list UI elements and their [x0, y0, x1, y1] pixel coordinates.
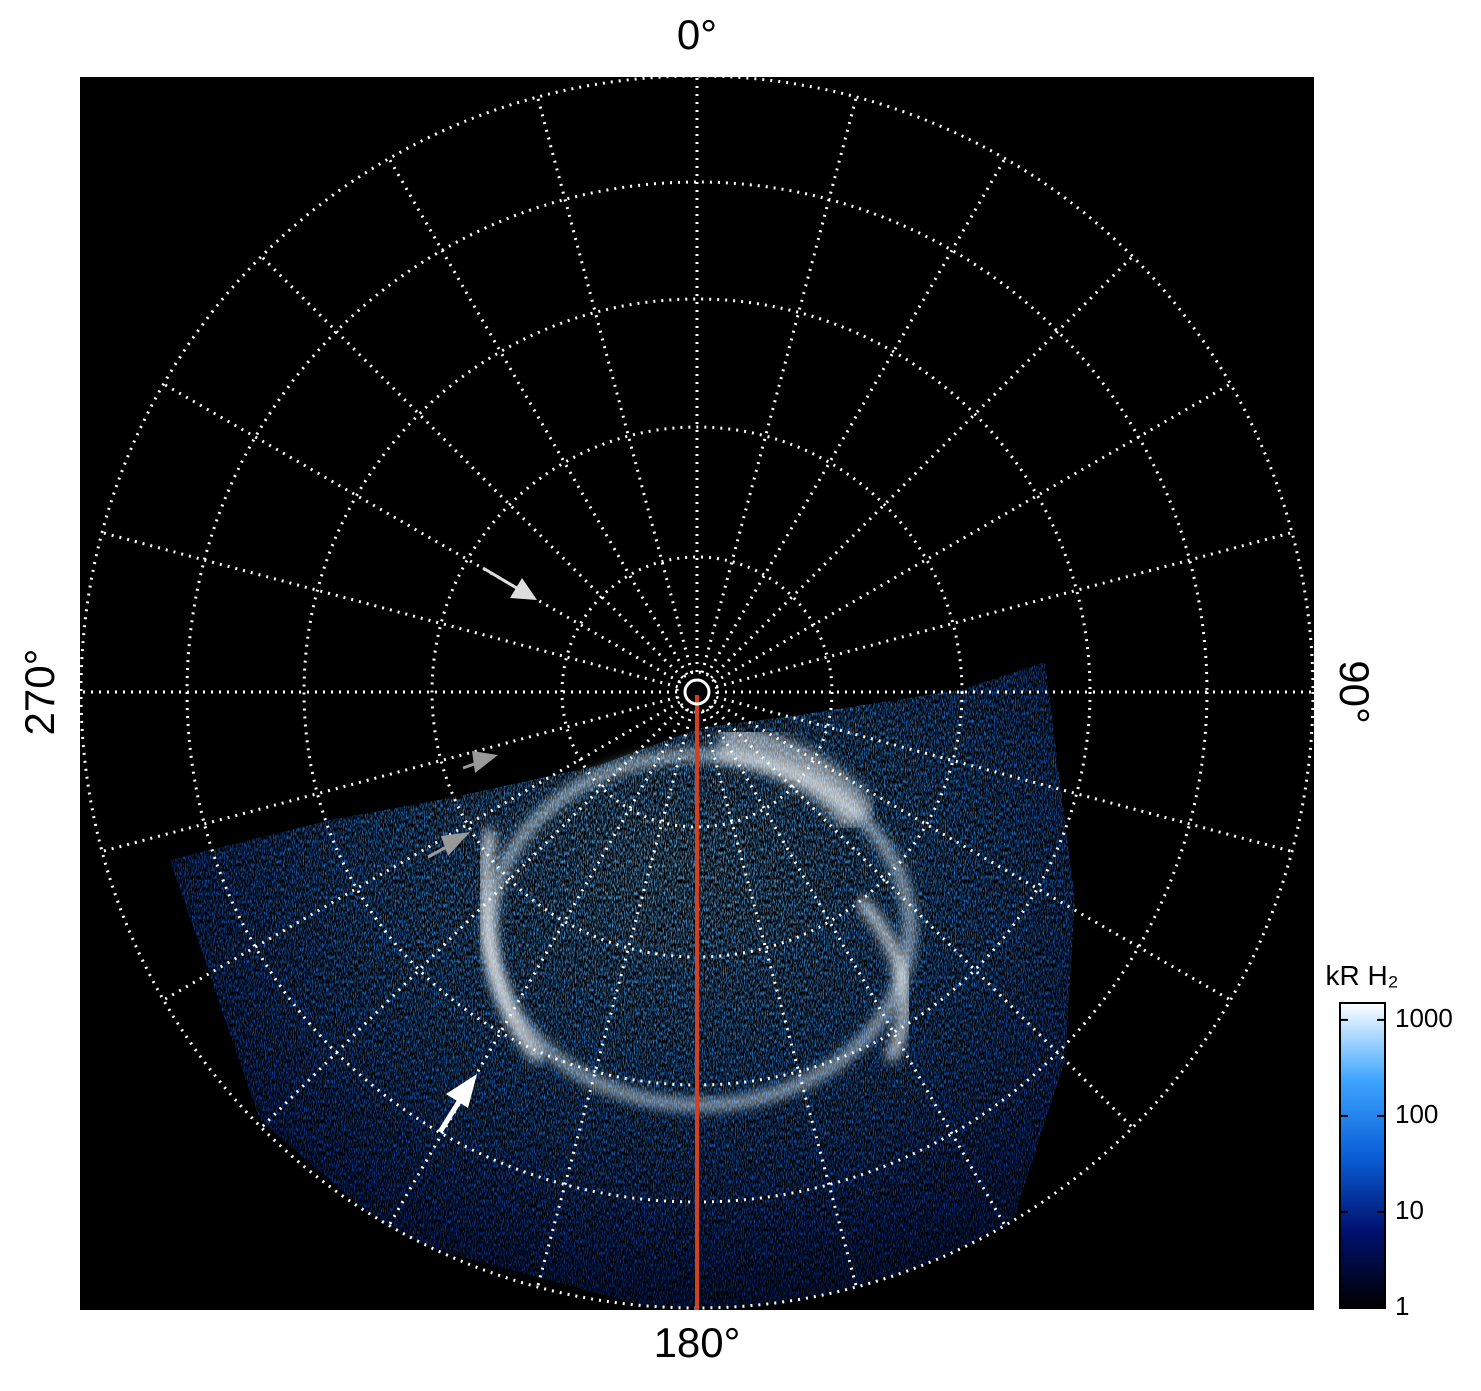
colorbar: kR H₂ 1 10 100 1000 — [1325, 960, 1452, 1321]
grid-spoke — [162, 382, 681, 684]
grid-spoke — [101, 531, 679, 689]
grid-ring — [79, 74, 1315, 1310]
colorbar-title: kR H₂ — [1325, 960, 1398, 991]
grid-spoke — [713, 382, 1232, 684]
pole-marker — [683, 678, 711, 706]
colorbar-tick-label: 10 — [1395, 1195, 1424, 1225]
aurora-image — [170, 662, 1075, 1308]
colorbar-tick-label: 1 — [1395, 1291, 1409, 1321]
grid-spoke — [101, 695, 679, 853]
arrows — [427, 566, 537, 1134]
grid-spoke — [705, 157, 1007, 676]
angle-label: 90° — [1331, 660, 1378, 724]
grid-spoke — [715, 531, 1293, 689]
grid-spoke — [162, 700, 681, 1002]
grid-ring — [560, 555, 834, 829]
grid-spoke — [710, 705, 1134, 1129]
colorbar-tick-label: 1000 — [1395, 1003, 1453, 1033]
grid-spoke — [713, 700, 1232, 1002]
colorbar-tick-label: 100 — [1395, 1099, 1438, 1129]
grid-spoke — [715, 695, 1293, 853]
angle-label: 0° — [677, 11, 717, 58]
grid-spoke — [387, 708, 689, 1227]
grid-spoke — [387, 157, 689, 676]
grid-spoke — [705, 708, 1007, 1227]
grid-spoke — [260, 255, 684, 679]
polar-grid — [79, 74, 1315, 1310]
grid-spoke — [700, 710, 858, 1288]
grid-spoke — [260, 705, 684, 1129]
angle-label: 180° — [654, 1319, 741, 1366]
grid-spoke — [536, 710, 694, 1288]
grid-spoke — [700, 96, 858, 674]
grid-spoke — [536, 96, 694, 674]
angle-label: 270° — [16, 649, 63, 736]
colorbar-fill — [1339, 1002, 1386, 1309]
grid-spoke — [710, 255, 1134, 679]
